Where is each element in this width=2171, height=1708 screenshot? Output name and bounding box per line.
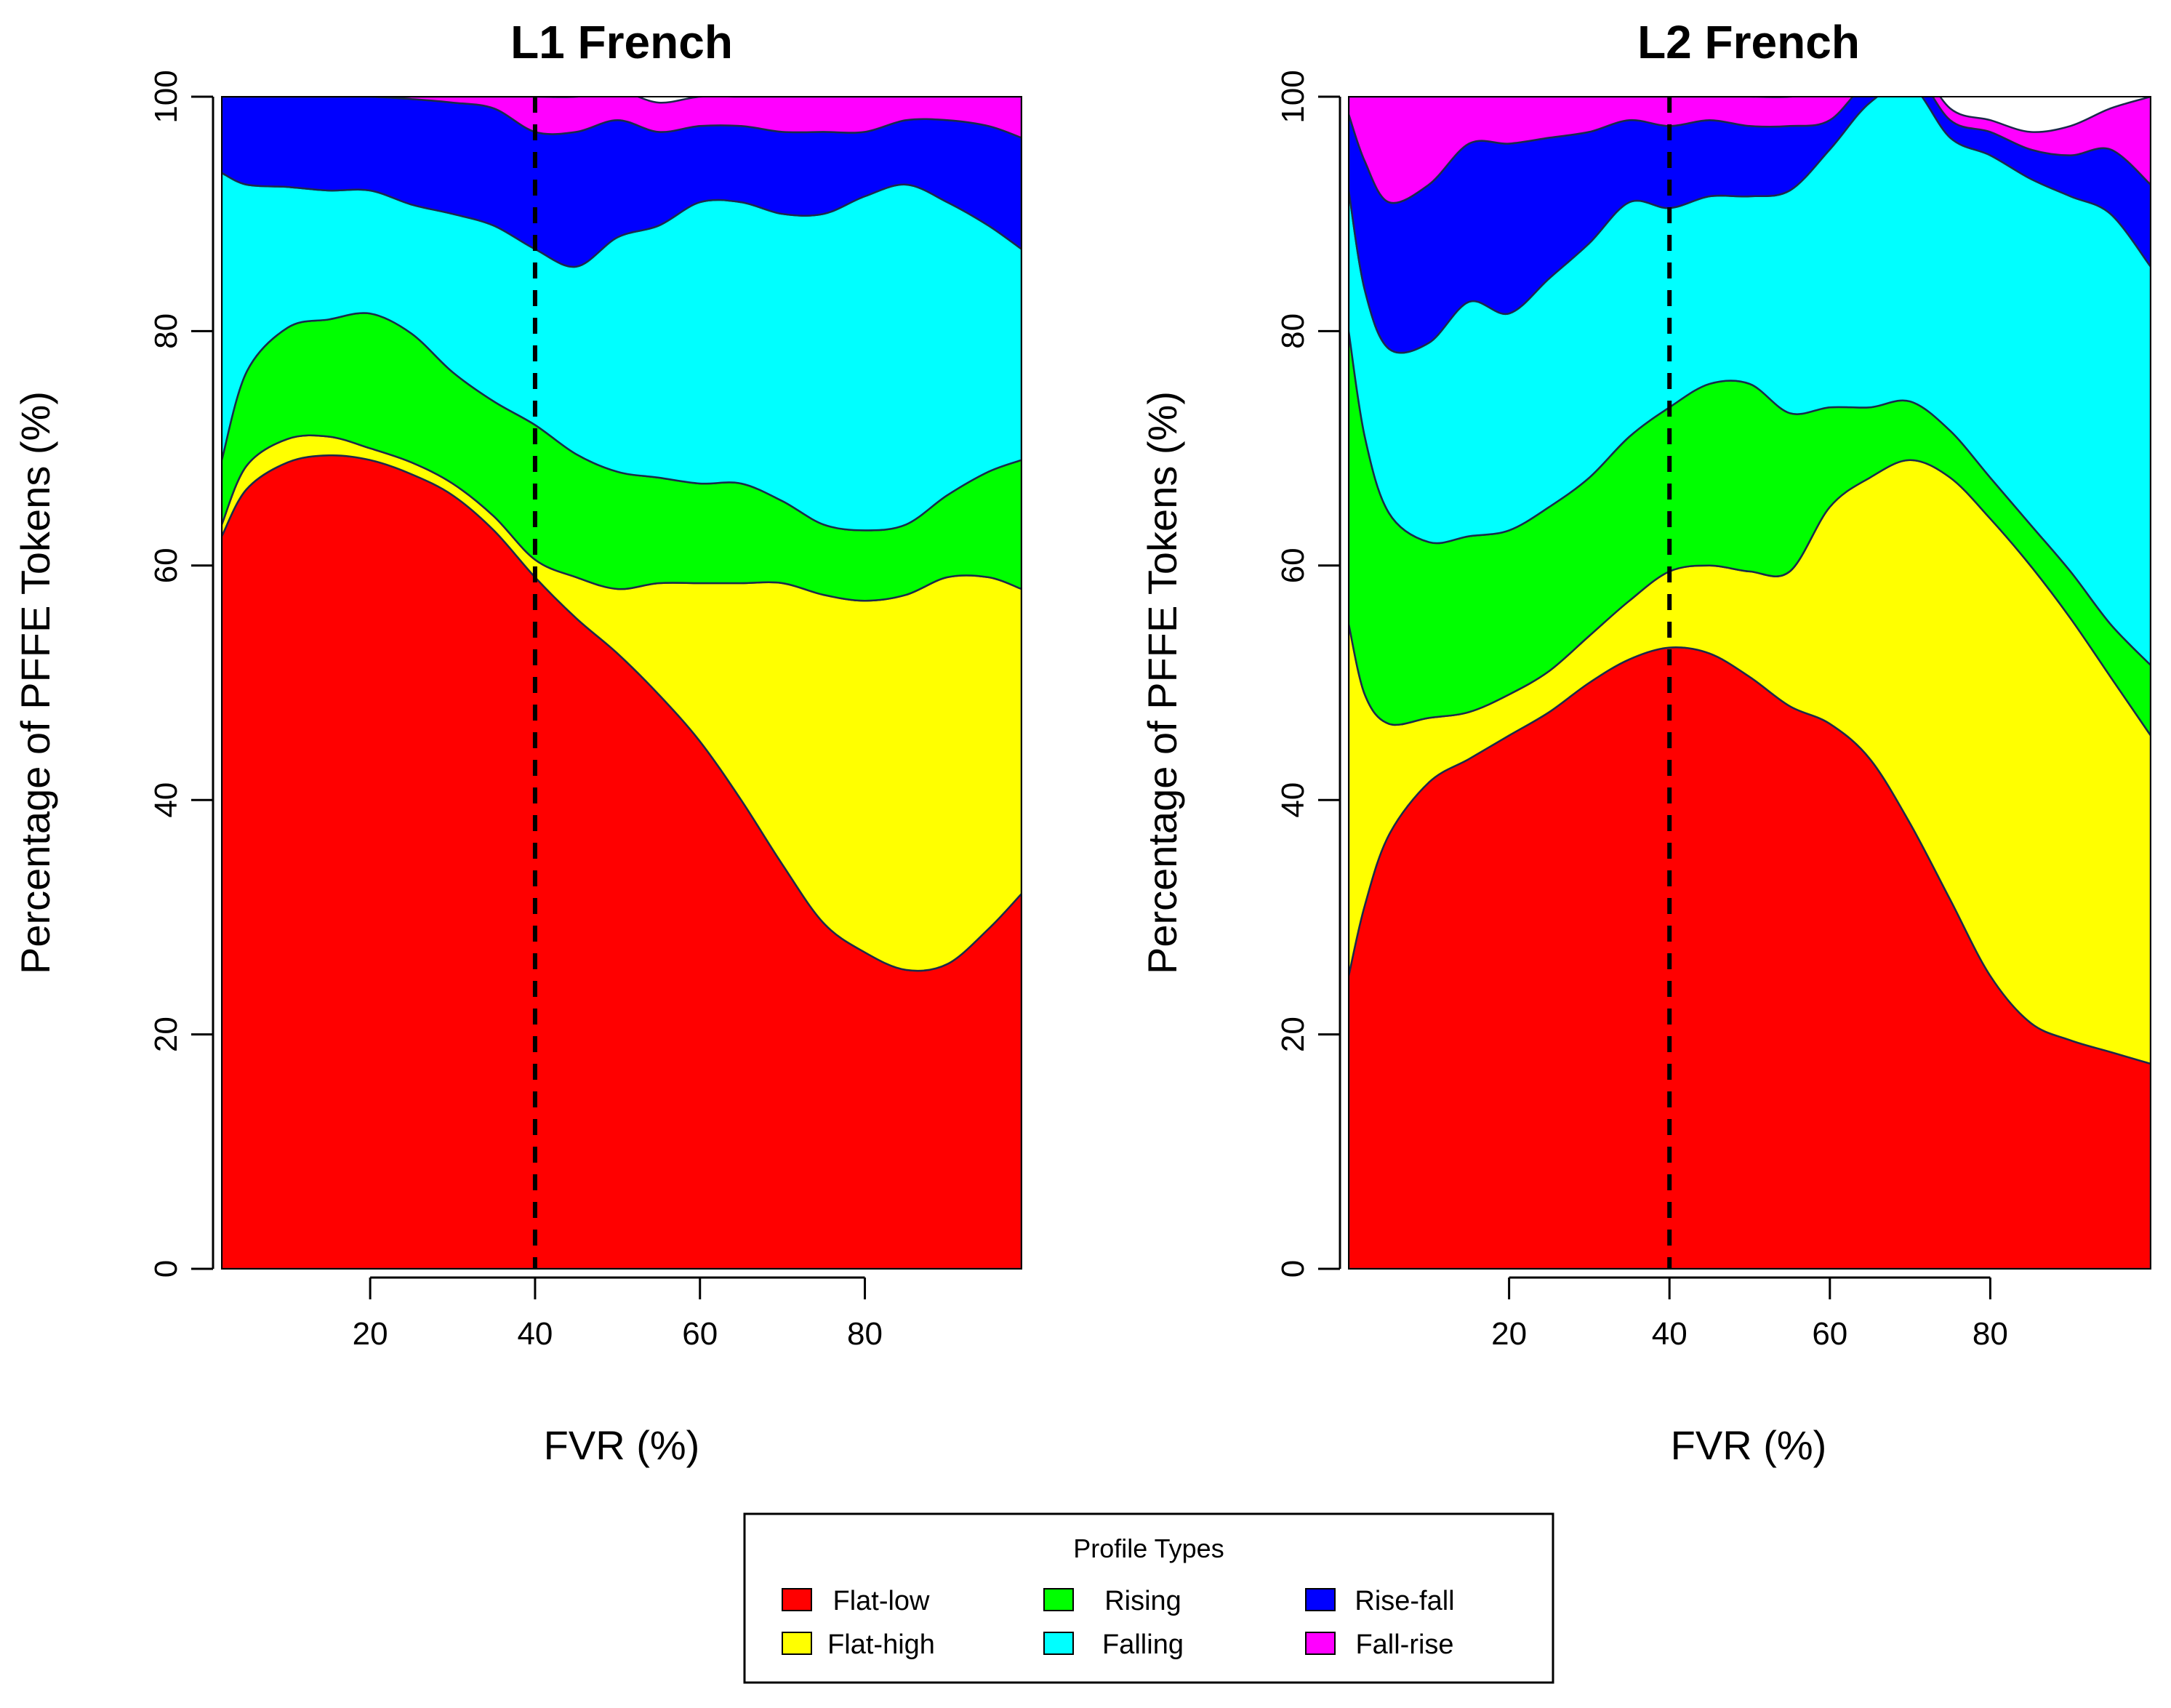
legend-item-flat-low: Flat-low: [782, 1586, 930, 1616]
legend-label: Fall-rise: [1355, 1629, 1453, 1660]
legend-label: Rising: [1104, 1586, 1181, 1616]
x-axis: 20 40 60 80: [353, 1276, 883, 1352]
x-tick-label: 40: [1652, 1316, 1688, 1352]
legend-item-fall-rise: Fall-rise: [1305, 1629, 1454, 1660]
y-axis-title: Percentage of PFFE Tokens (%): [1139, 391, 1185, 974]
legend: Profile Types Flat-low Flat-high Rising Fall…: [743, 1512, 1554, 1684]
panel-l1-french: 0 20 40 60 80 100 20 40 60 80 L1 French FVR (%) Perc…: [12, 16, 1022, 1468]
x-axis: 20 40 60 80: [1491, 1276, 2008, 1352]
y-tick-label: 80: [148, 313, 184, 349]
legend-label: Flat-high: [827, 1629, 935, 1660]
x-tick-label: 60: [682, 1316, 718, 1352]
x-axis-title: FVR (%): [1671, 1422, 1827, 1468]
y-axis-title: Percentage of PFFE Tokens (%): [12, 391, 58, 974]
y-axis: 0 20 40 60 80 100: [148, 70, 214, 1278]
x-tick-label: 60: [1812, 1316, 1847, 1352]
x-tick-label: 40: [517, 1316, 553, 1352]
legend-label: Rise-fall: [1355, 1586, 1454, 1616]
y-tick-label: 40: [148, 782, 184, 818]
plot-frame: [1348, 96, 2151, 1270]
legend-label: Falling: [1102, 1629, 1184, 1660]
y-tick-label: 60: [148, 548, 184, 583]
legend-swatch: [1043, 1632, 1074, 1655]
area-fall-rise: [1349, 97, 2151, 204]
legend-item-falling: Falling: [1043, 1629, 1184, 1660]
x-tick-label: 80: [847, 1316, 883, 1352]
y-tick-label: 40: [1275, 782, 1311, 818]
stacked-areas: [1349, 97, 2151, 1269]
legend-swatch: [1043, 1588, 1074, 1611]
y-tick-label: 0: [1275, 1260, 1311, 1278]
x-axis-title: FVR (%): [544, 1422, 700, 1468]
legend-item-rise-fall: Rise-fall: [1305, 1586, 1455, 1616]
legend-swatch: [1305, 1588, 1336, 1611]
legend-box: [743, 1512, 1554, 1684]
legend-item-flat-high: Flat-high: [782, 1629, 935, 1660]
y-tick-label: 100: [1275, 70, 1311, 123]
legend-item-rising: Rising: [1043, 1586, 1181, 1616]
y-tick-label: 100: [148, 70, 184, 123]
y-tick-label: 80: [1275, 313, 1311, 349]
stacked-areas: [222, 97, 1022, 1269]
chart-title: L1 French: [510, 16, 733, 68]
x-tick-label: 20: [353, 1316, 388, 1352]
legend-title: Profile Types: [1073, 1533, 1224, 1563]
x-tick-label: 80: [1973, 1316, 2008, 1352]
legend-label: Flat-low: [832, 1586, 930, 1616]
y-tick-label: 0: [148, 1260, 184, 1278]
legend-swatch: [782, 1588, 812, 1611]
y-tick-label: 60: [1275, 548, 1311, 583]
area-fall-rise: [222, 97, 1022, 139]
legend-swatch: [1305, 1632, 1336, 1655]
x-tick-label: 20: [1491, 1316, 1527, 1352]
legend-swatch: [782, 1632, 812, 1655]
chart-title: L2 French: [1637, 16, 1860, 68]
plot-frame: [221, 96, 1022, 1270]
y-tick-label: 20: [148, 1017, 184, 1052]
y-tick-label: 20: [1275, 1017, 1311, 1052]
panel-l2-french: 0 20 40 60 80 100 20 40 60 80 L2 French FVR (%) Perc…: [1139, 16, 2151, 1468]
y-axis: 0 20 40 60 80 100: [1275, 70, 1341, 1278]
